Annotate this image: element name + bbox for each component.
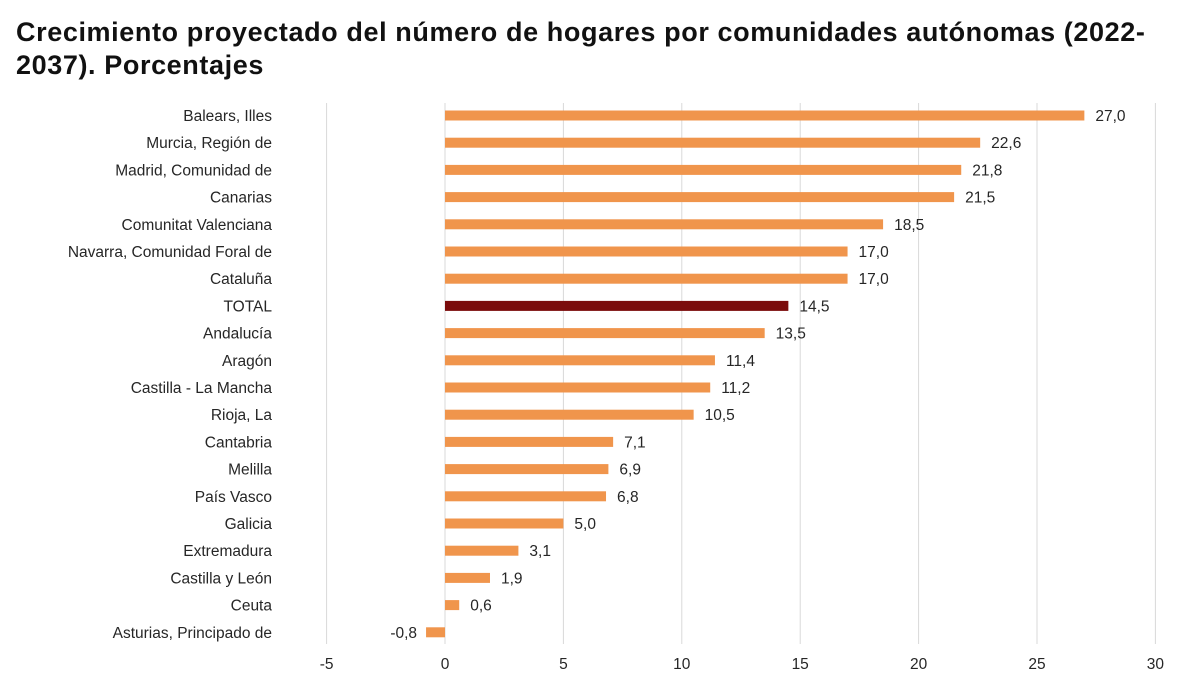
bar xyxy=(445,328,765,339)
bar xyxy=(445,110,1085,121)
x-tick-label: 15 xyxy=(792,656,809,673)
x-axis-tick-labels: -5 0 5 10 15 20 25 30 xyxy=(320,656,1165,673)
bar xyxy=(445,246,848,257)
category-label: Castilla - La Mancha xyxy=(131,380,273,397)
bar xyxy=(445,273,848,284)
bar xyxy=(445,355,715,366)
value-label: 6,8 xyxy=(617,489,639,506)
value-label: 7,1 xyxy=(624,434,646,451)
value-label: 17,0 xyxy=(859,271,890,288)
value-label: 27,0 xyxy=(1095,108,1126,125)
x-tick-label: 25 xyxy=(1028,656,1045,673)
bar xyxy=(445,192,955,203)
value-label: 14,5 xyxy=(799,298,829,315)
value-label: 11,2 xyxy=(721,380,750,397)
bar xyxy=(445,518,564,529)
value-label: 6,9 xyxy=(619,462,641,479)
value-labels: 27,022,621,821,518,517,017,014,513,511,4… xyxy=(390,108,1126,642)
value-label: 10,5 xyxy=(705,407,735,424)
value-label: -0,8 xyxy=(390,625,417,642)
bar xyxy=(445,491,607,502)
value-label: 3,1 xyxy=(529,543,551,560)
category-label: País Vasco xyxy=(195,489,272,506)
bar xyxy=(445,382,711,393)
value-label: 0,6 xyxy=(470,598,492,615)
bar xyxy=(445,572,490,583)
category-labels: Balears, Illes Murcia, Región de Madrid, C… xyxy=(68,108,273,642)
value-label: 5,0 xyxy=(574,516,596,533)
category-label: Madrid, Comunidad de xyxy=(115,162,272,179)
value-label: 13,5 xyxy=(776,326,806,343)
bar xyxy=(445,409,694,420)
x-tick-label: 20 xyxy=(910,656,928,673)
bars xyxy=(426,110,1085,638)
value-label: 11,4 xyxy=(726,353,755,370)
x-tick-label: -5 xyxy=(320,656,334,673)
bar xyxy=(445,137,981,148)
bar xyxy=(445,464,609,475)
category-label: Aragón xyxy=(222,353,272,370)
bar xyxy=(445,600,460,611)
category-label: Asturias, Principado de xyxy=(113,625,272,642)
category-label: Cataluña xyxy=(210,271,272,288)
value-label: 21,5 xyxy=(965,190,995,207)
category-label: Balears, Illes xyxy=(183,108,272,125)
category-label: TOTAL xyxy=(223,298,272,315)
category-label: Andalucía xyxy=(203,326,272,343)
bar xyxy=(445,219,884,230)
x-tick-label: 30 xyxy=(1147,656,1165,673)
bar xyxy=(426,627,445,638)
category-label: Navarra, Comunidad Foral de xyxy=(68,244,272,261)
category-label: Cantabria xyxy=(205,434,273,451)
x-tick-label: 10 xyxy=(673,656,691,673)
category-label: Murcia, Región de xyxy=(146,135,272,152)
category-label: Galicia xyxy=(225,516,273,533)
category-label: Canarias xyxy=(210,190,272,207)
category-label: Melilla xyxy=(228,462,272,479)
x-tick-label: 5 xyxy=(559,656,568,673)
bar xyxy=(445,436,614,447)
category-label: Castilla y León xyxy=(170,570,272,587)
gridlines xyxy=(326,103,1156,644)
category-label: Comunitat Valenciana xyxy=(122,217,273,234)
bar xyxy=(445,164,962,175)
chart-title: Crecimiento proyectado del número de hog… xyxy=(16,17,1146,80)
total-bar xyxy=(445,300,789,311)
value-label: 21,8 xyxy=(972,162,1002,179)
value-label: 18,5 xyxy=(894,217,924,234)
x-tick-label: 0 xyxy=(441,656,450,673)
value-label: 1,9 xyxy=(501,570,523,587)
category-label: Extremadura xyxy=(183,543,272,560)
category-label: Rioja, La xyxy=(211,407,273,424)
bar xyxy=(445,545,519,556)
value-label: 22,6 xyxy=(991,135,1021,152)
category-label: Ceuta xyxy=(231,598,273,615)
value-label: 17,0 xyxy=(859,244,890,261)
